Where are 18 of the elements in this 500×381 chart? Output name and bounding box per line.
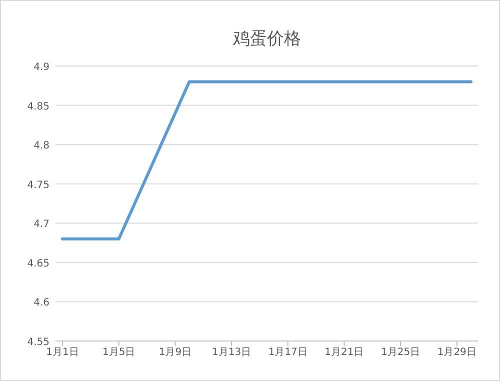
x-tick-label: 1月25日 xyxy=(380,347,420,358)
x-tick-label: 1月5日 xyxy=(102,347,136,358)
x-tick-label: 1月29日 xyxy=(437,347,476,358)
y-tick-label: 4.7 xyxy=(34,219,50,230)
line-series xyxy=(61,80,472,240)
y-tick-label: 4.8 xyxy=(34,140,50,152)
y-tick-label: 4.65 xyxy=(27,258,50,270)
x-tick-label: 1月13日 xyxy=(212,347,252,358)
y-tick-label: 4.55 xyxy=(27,337,50,348)
y-tick-label: 4.75 xyxy=(27,180,50,191)
y-tick-label: 4.85 xyxy=(27,101,50,112)
y-tick-label: 4.9 xyxy=(34,62,50,73)
x-tick-label: 1月9日 xyxy=(158,347,192,358)
x-tick-label: 1月17日 xyxy=(268,347,308,358)
y-tick-label: 4.6 xyxy=(34,298,50,309)
chart-title: 鸡蛋价格 xyxy=(232,29,301,49)
x-tick-label: 1月21日 xyxy=(324,347,364,358)
x-tick-label: 1月1日 xyxy=(46,347,79,358)
